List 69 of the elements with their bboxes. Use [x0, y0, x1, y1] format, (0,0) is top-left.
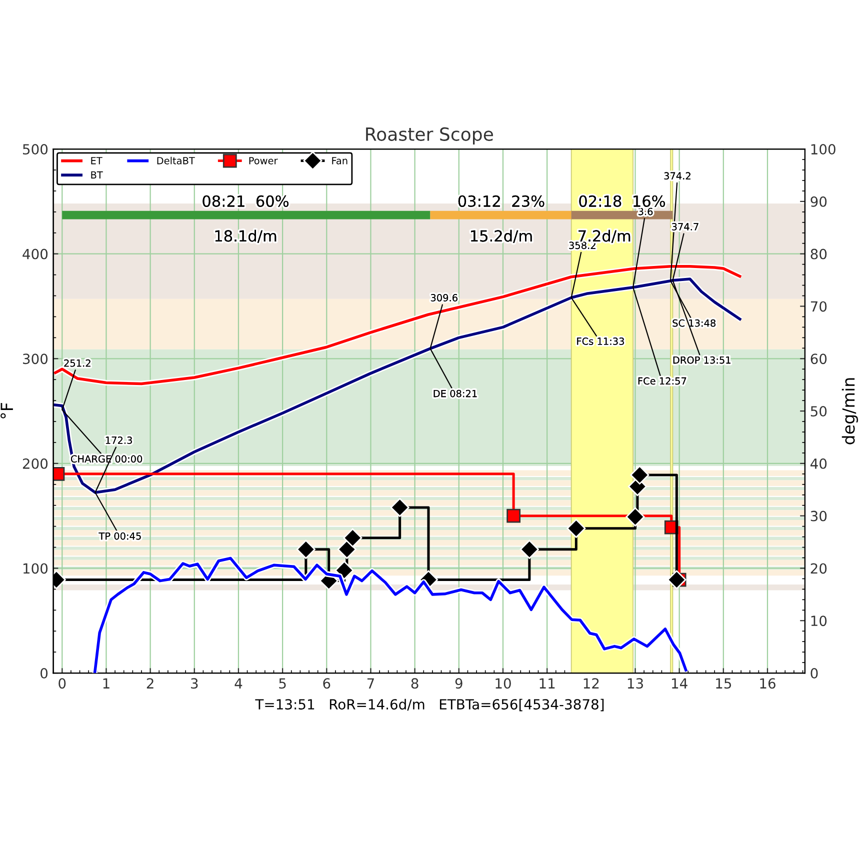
point [520, 540, 539, 559]
y-tick-label: 400 [22, 248, 48, 260]
point [506, 508, 521, 523]
annotation: TP 00:45 [98, 532, 141, 540]
x-tick-label: 13 [628, 678, 643, 689]
annotation: 15.2d/m [471, 230, 532, 243]
annotation: FCs 11:33 [577, 338, 624, 345]
y2-tick-label: 50 [810, 406, 827, 417]
y2-tick-label: 20 [810, 563, 827, 574]
x-tick-label: 14 [672, 678, 688, 688]
y-tick-label: 100 [23, 563, 48, 574]
y2-tick-label: 10 [811, 616, 827, 626]
y-tick-label: 500 [23, 144, 48, 155]
point [630, 465, 650, 484]
legend-label: BT [91, 171, 103, 178]
y2-axis-title: deg/min [842, 378, 858, 444]
y-tick-label: 0 [40, 668, 48, 679]
x-tick-label: 7 [367, 678, 374, 688]
legend-label: Power [249, 157, 278, 164]
y2-tick-label: 0 [810, 668, 818, 679]
point [337, 540, 356, 559]
text: T=13:51 RoR=14.6d/m ETBTa=656[4534-3878] [255, 698, 604, 712]
annotation: 08:21 60% [202, 195, 289, 207]
annotation: SC 13:48 [672, 319, 716, 327]
point [296, 540, 316, 559]
x-tick-label: 10 [496, 678, 511, 689]
x-tick-label: 4 [234, 678, 242, 688]
y2-tick-label: 30 [810, 510, 827, 522]
y-axis-title: °F [0, 403, 13, 418]
x-tick-label: 2 [146, 678, 154, 688]
annotation: 03:12 23% [458, 195, 544, 207]
annotation: 18.1d/m [215, 230, 276, 243]
y2-tick-label: 90 [810, 196, 827, 207]
x-tick-label: 8 [411, 678, 418, 689]
x-tick-label: 3 [191, 678, 198, 689]
annotation: DE 08:21 [434, 390, 477, 398]
chart-title: Roaster Scope [366, 127, 493, 144]
point [667, 570, 686, 590]
point [390, 498, 410, 517]
x-tick-label: 5 [279, 678, 286, 689]
annotation: FCe 12:57 [638, 377, 686, 385]
y-tick-label: 200 [22, 458, 48, 469]
point [334, 560, 354, 580]
x-tick-label: 16 [760, 678, 776, 689]
x-tick-label: 9 [455, 678, 462, 689]
annotation: DROP 13:51 [673, 356, 730, 364]
annotation: 251.2 [64, 359, 90, 367]
legend-label: ET [91, 157, 102, 164]
y2-tick-label: 100 [811, 144, 836, 155]
y2-tick-label: 60 [810, 354, 827, 364]
y2-tick-label: 70 [810, 301, 827, 312]
x-tick-label: 11 [540, 678, 555, 688]
annotation: 7.2d/m [578, 230, 630, 243]
annotation: 309.6 [430, 294, 458, 302]
point [343, 528, 362, 548]
x-tick-label: 1 [103, 678, 110, 688]
annotation: 02:18 16% [579, 195, 666, 207]
x-tick-label: 6 [323, 678, 330, 689]
x-tick-label: 15 [716, 678, 732, 689]
y2-tick-label: 80 [810, 248, 827, 260]
legend-label: Fan [332, 157, 348, 164]
x-tick-label: 0 [58, 678, 66, 689]
x-tick-label: 12 [584, 678, 599, 688]
point [566, 518, 586, 538]
y-tick-label: 300 [23, 354, 48, 364]
point [626, 507, 645, 526]
legend-label: DeltaBT [157, 156, 195, 164]
y2-tick-label: 40 [810, 458, 827, 469]
annotation: 172.3 [106, 436, 132, 444]
